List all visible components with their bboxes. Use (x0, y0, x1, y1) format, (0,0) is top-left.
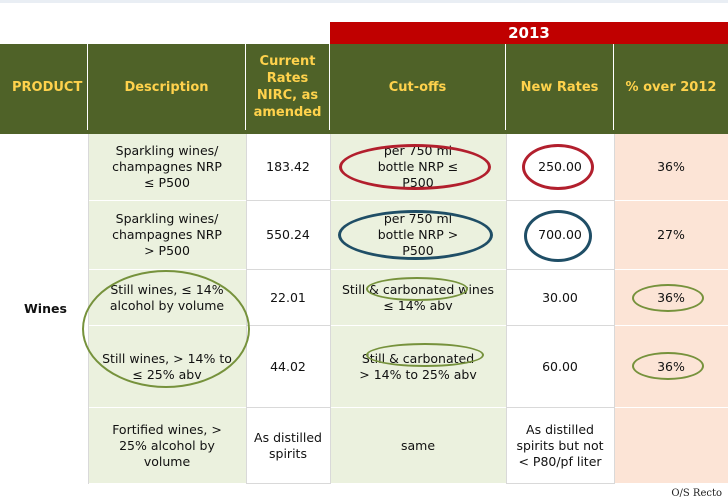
row4-new-rate: 60.00 (506, 326, 614, 408)
row1-current-rate: 183.42 (246, 134, 330, 201)
grid-line (88, 134, 89, 484)
footer-strip (0, 484, 728, 504)
header-current-rates: Current Rates NIRC, as amended (246, 44, 330, 130)
row1-description: Sparkling wines/ champagnes NRP ≤ P500 (88, 134, 246, 201)
header-description: Description (88, 44, 246, 130)
grid-line (506, 134, 507, 484)
grid-line (330, 134, 331, 484)
header-band (0, 130, 728, 134)
row1-new-rate: 250.00 (506, 134, 614, 201)
grid-line (614, 134, 615, 484)
row4-description: Still wines, > 14% to ≤ 25% abv (88, 326, 246, 408)
row4-cutoff: Still & carbonated > 14% to 25% abv (330, 326, 506, 408)
year-blank-description (88, 22, 247, 44)
grid-line (246, 134, 247, 484)
row1-pct: 36% (614, 134, 728, 201)
row1-cutoff: per 750 ml bottle NRP ≤ P500 (330, 134, 506, 201)
row2-new-rate: 700.00 (506, 201, 614, 270)
row4-pct: 36% (614, 326, 728, 408)
row5-cutoff: same (330, 408, 506, 484)
row3-current-rate: 22.01 (246, 270, 330, 326)
row5-new-rate: As distilled spirits but not < P80/pf li… (506, 408, 614, 484)
year-row: 2013 (0, 22, 728, 44)
row3-new-rate: 30.00 (506, 270, 614, 326)
header-product: PRODUCT (0, 44, 88, 130)
product-wines: Wines (0, 134, 88, 484)
row2-description: Sparkling wines/ champagnes NRP > P500 (88, 201, 246, 270)
footer-label: O/S Recto (671, 488, 722, 499)
row3-cutoff: Still & carbonated wines ≤ 14% abv (330, 270, 506, 326)
row2-cutoff: per 750 ml bottle NRP > P500 (330, 201, 506, 270)
header-new-rates: New Rates (506, 44, 614, 130)
row5-current-rate: As distilled spirits (246, 408, 330, 484)
row2-current-rate: 550.24 (246, 201, 330, 270)
year-header: 2013 (330, 22, 728, 44)
year-blank-current (246, 22, 331, 44)
top-margin (0, 0, 728, 25)
row5-pct (614, 408, 728, 484)
header-cutoffs: Cut-offs (330, 44, 506, 130)
header-pct-over-2012: % over 2012 (614, 44, 728, 130)
row5-description: Fortified wines, > 25% alcohol by volume (88, 408, 246, 484)
row4-current-rate: 44.02 (246, 326, 330, 408)
year-blank-product (0, 22, 89, 44)
row3-description: Still wines, ≤ 14% alcohol by volume (88, 270, 246, 326)
row3-pct: 36% (614, 270, 728, 326)
row2-pct: 27% (614, 201, 728, 270)
